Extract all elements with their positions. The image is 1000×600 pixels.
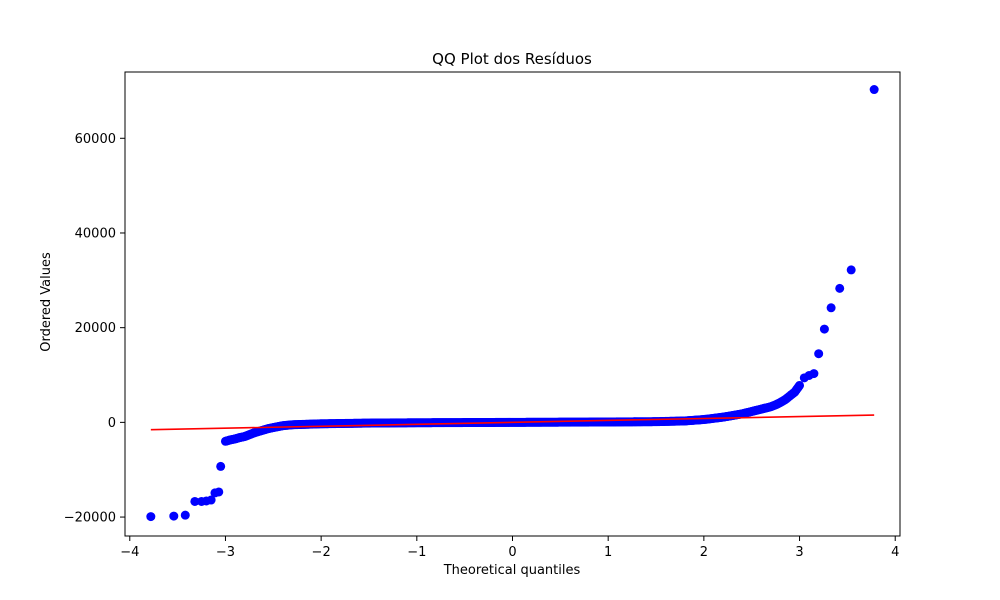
y-tick-label: 40000 xyxy=(75,226,116,241)
x-tick-label: 3 xyxy=(795,545,803,560)
x-tick-label: 2 xyxy=(700,545,708,560)
y-tick-label: 0 xyxy=(108,416,116,431)
outlier-point xyxy=(190,496,200,506)
outlier-point xyxy=(214,487,224,497)
x-tick-label: −3 xyxy=(216,545,235,560)
axes-layer: −4 −3 −2 −1 0 1 2 3 4 −20000 0 20000 40000 60000 xyxy=(64,71,901,560)
outlier-point xyxy=(826,303,836,313)
y-axis-label: Ordered Values xyxy=(39,252,54,352)
outlier-point xyxy=(216,461,226,471)
outlier-point xyxy=(835,283,845,293)
outlier-point xyxy=(206,495,216,505)
x-tick-label: 0 xyxy=(508,545,516,560)
x-tick-label: 1 xyxy=(604,545,612,560)
x-tick-label: −4 xyxy=(120,545,139,560)
reference-line xyxy=(150,414,875,431)
x-axis-label: Theoretical quantiles xyxy=(443,563,581,578)
outlier-point xyxy=(169,511,179,521)
outlier-point xyxy=(180,510,190,520)
y-tick-label: 60000 xyxy=(75,132,116,147)
outlier-point xyxy=(869,85,879,95)
outlier-point xyxy=(809,369,819,379)
x-tick-label: −2 xyxy=(312,545,331,560)
x-tick-label: 4 xyxy=(891,545,899,560)
y-tick-label: −20000 xyxy=(64,511,116,526)
x-tick-label: −1 xyxy=(407,545,426,560)
plot-layer xyxy=(146,85,879,522)
chart-title: QQ Plot dos Resíduos xyxy=(432,50,592,68)
outlier-point xyxy=(819,324,829,334)
outlier-point xyxy=(146,512,156,522)
outlier-point xyxy=(814,349,824,359)
outlier-point xyxy=(846,265,856,275)
y-tick-label: 20000 xyxy=(75,321,116,336)
data-point xyxy=(795,380,805,390)
